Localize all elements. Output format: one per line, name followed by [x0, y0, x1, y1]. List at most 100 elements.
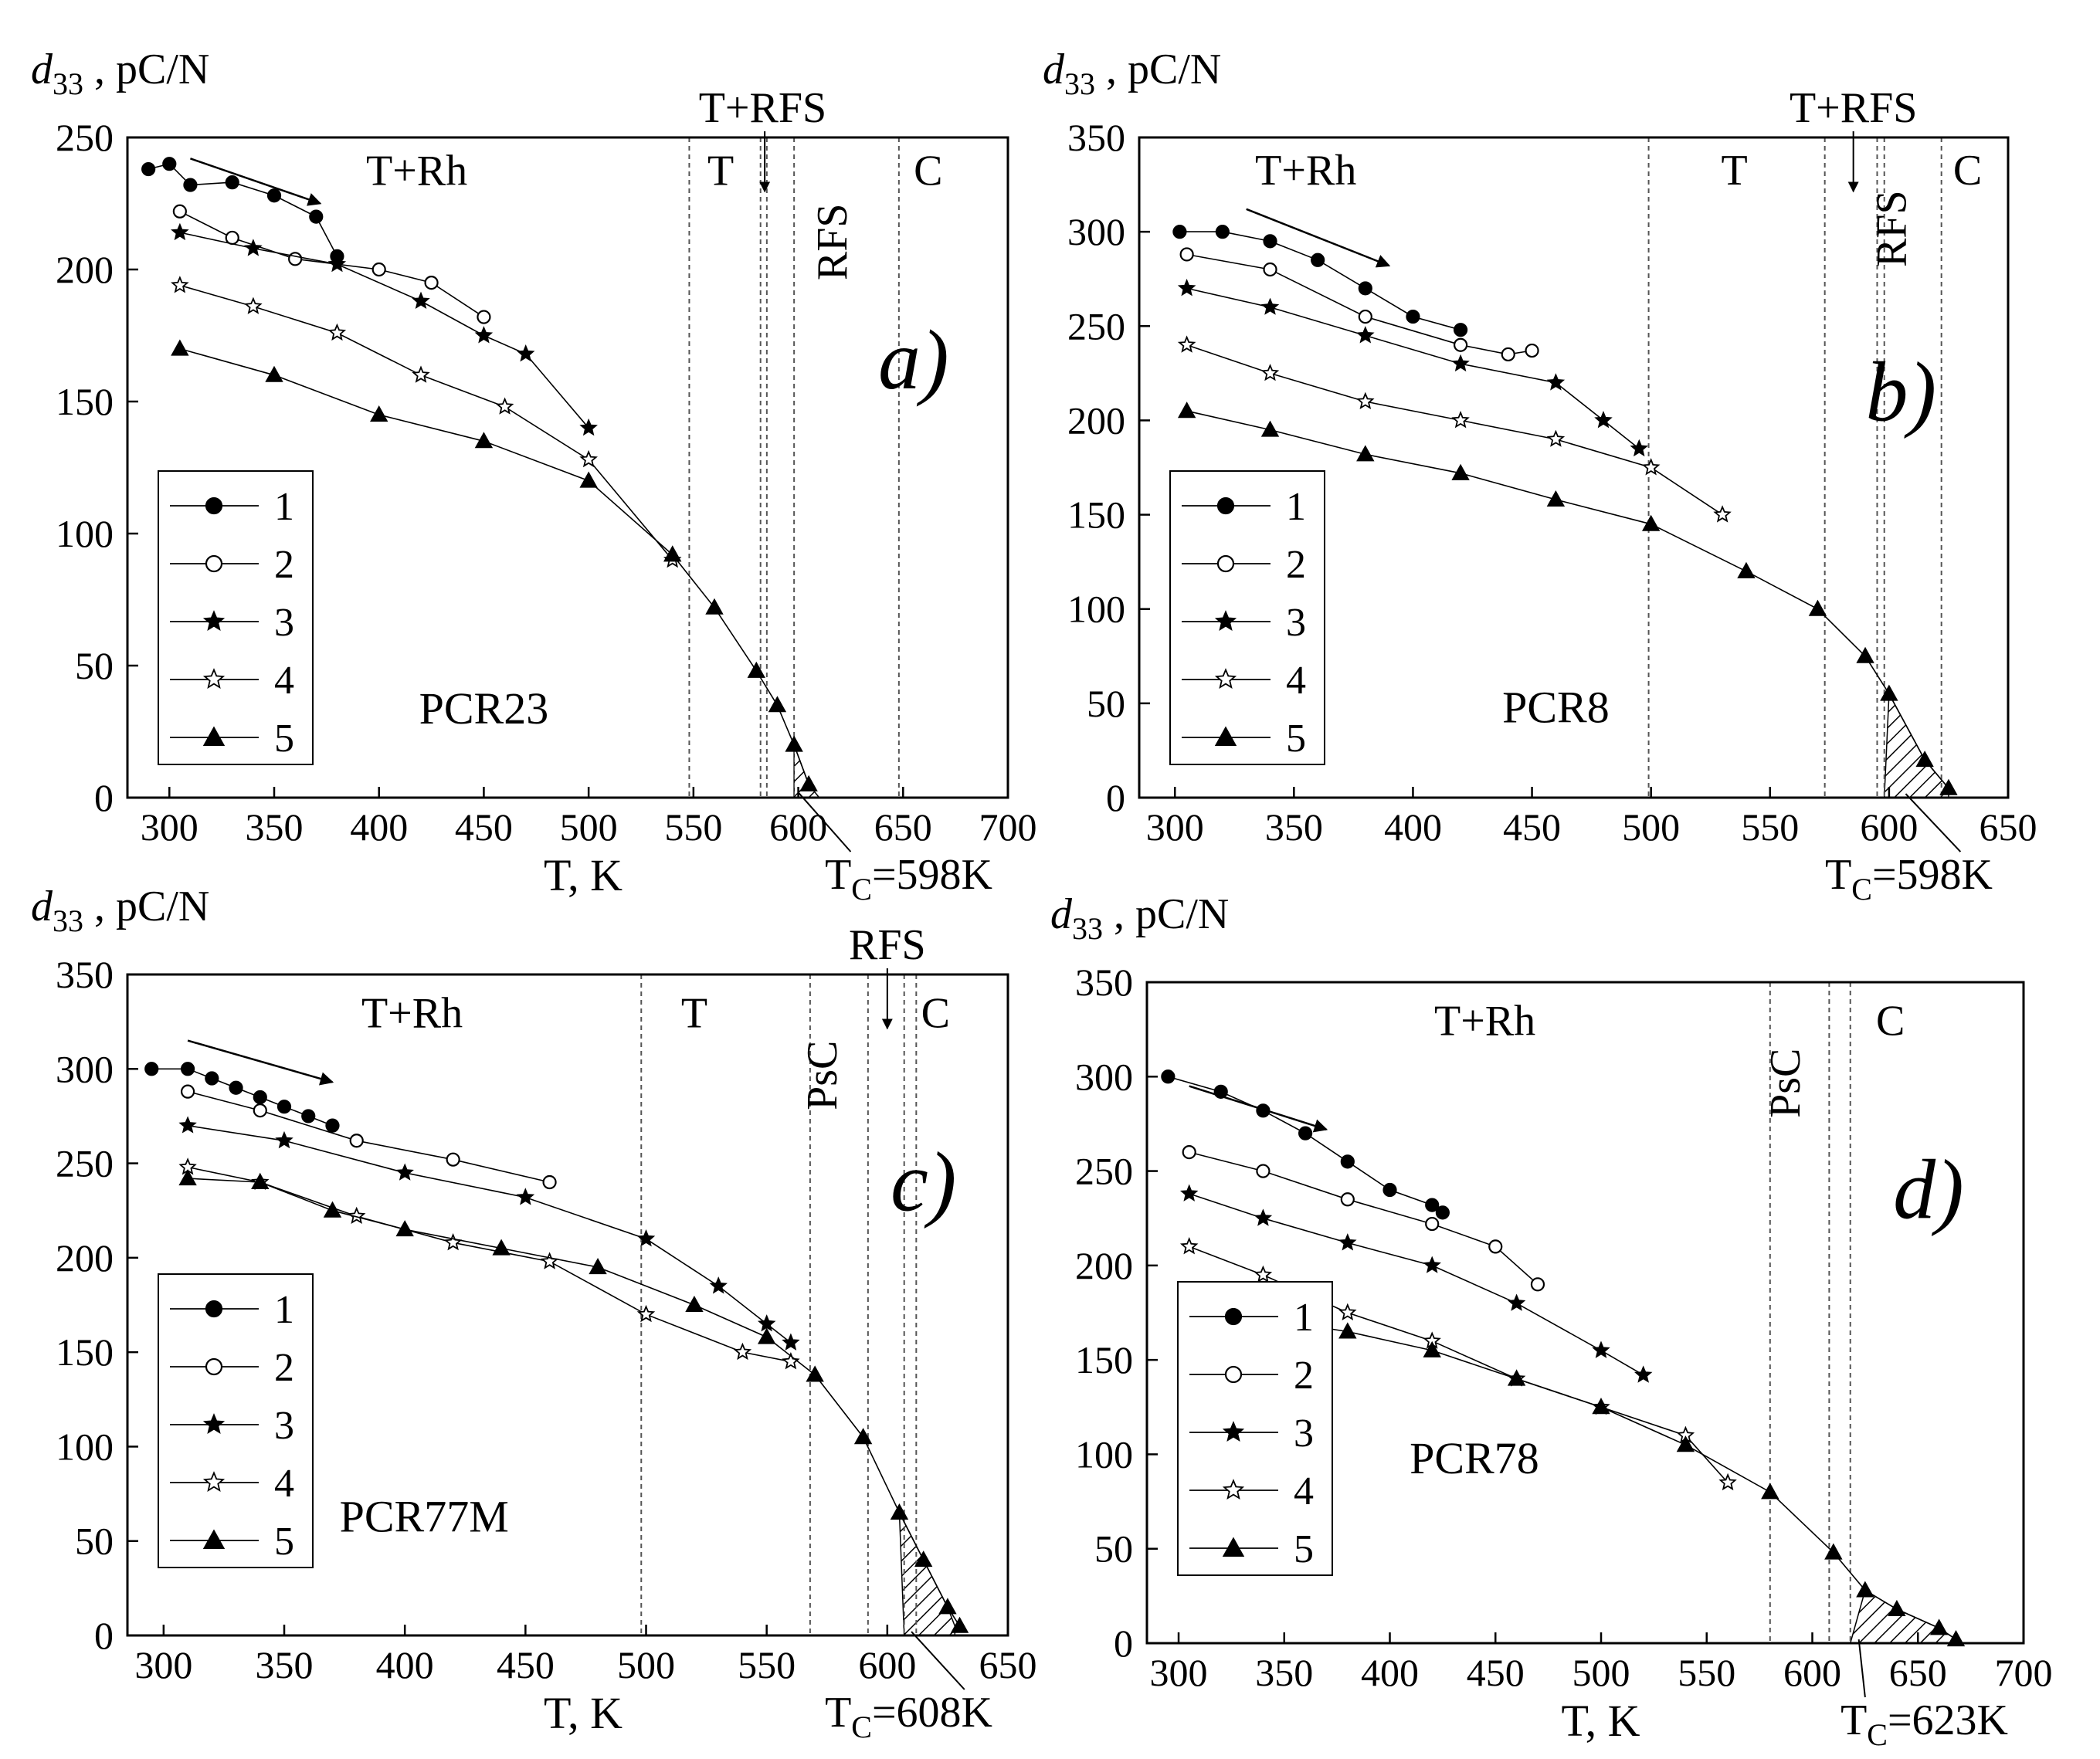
series-4-point [1179, 1237, 1199, 1255]
x-tick-label: 400 [350, 805, 408, 849]
series-3-point [1260, 297, 1280, 315]
series-3-point [1177, 279, 1196, 297]
series-5-point [1856, 1581, 1874, 1598]
x-tick-label: 300 [1146, 805, 1204, 849]
series-2-point [1263, 262, 1277, 277]
y-tick-label: 50 [1094, 1527, 1133, 1571]
y-axis-label: d33 , pC/N [31, 883, 209, 938]
series-5-point [1880, 684, 1898, 701]
series-5-point [950, 1616, 969, 1633]
legend-label: 5 [274, 717, 294, 761]
series-5-point [663, 545, 682, 562]
legend-marker [1216, 497, 1235, 515]
y-tick-label: 350 [1067, 116, 1125, 159]
series-1-point [1425, 1198, 1440, 1212]
series-2-point [371, 262, 386, 277]
trend-arrow [190, 158, 322, 206]
series-3-point [1254, 1208, 1273, 1226]
x-tick-label: 550 [738, 1643, 796, 1686]
series-1-point [301, 1109, 316, 1124]
series-2-point [1179, 247, 1194, 262]
series-1-point [1311, 252, 1325, 267]
series-4-point [1356, 391, 1375, 409]
legend-marker [205, 1300, 223, 1318]
series-3-point [516, 1188, 535, 1205]
x-tick-label: 500 [1572, 1651, 1630, 1694]
series-2-point [1530, 1277, 1545, 1292]
series-5-point [747, 661, 765, 678]
series-3-point [474, 326, 494, 344]
legend-marker [1224, 1307, 1243, 1326]
curie-temperature-label: TC=623K [1840, 1696, 2008, 1752]
y-tick-label: 350 [56, 953, 114, 996]
legend-marker [1214, 610, 1237, 632]
y-tick-label: 200 [1075, 1244, 1133, 1287]
legend-box [158, 470, 314, 765]
x-tick-label: 650 [874, 805, 932, 849]
series-2-point [1340, 1192, 1355, 1207]
series-4-point [1718, 1473, 1737, 1491]
series-2-point [1256, 1164, 1271, 1178]
series-5-point [685, 1295, 704, 1312]
series-2-point [542, 1174, 557, 1190]
region-label: T [707, 147, 734, 195]
x-tick-label: 500 [560, 805, 618, 849]
tc-pointer-line [1905, 793, 1962, 852]
panel-d: 300 350 400 450 500 550 600 650 700 0 50 100 150 200 2… [1050, 890, 2053, 1752]
plot-frame [126, 973, 1009, 1637]
series-5-point [1592, 1398, 1610, 1415]
y-tick-label: 300 [1075, 1055, 1133, 1098]
legend-label: 2 [1286, 543, 1306, 587]
y-tick-label: 200 [56, 1236, 114, 1279]
plot-frame [1138, 136, 2010, 799]
legend-marker [205, 1357, 223, 1376]
top-region-label: RFS [849, 921, 926, 969]
curie-temperature-label: TC=598K [1825, 851, 1993, 907]
y-axis-label: d33 , pC/N [31, 46, 209, 101]
legend-box [1177, 1281, 1333, 1576]
series-3-point [1592, 1340, 1610, 1358]
y-axis-label: d33 , pC/N [1043, 46, 1221, 101]
series-5-point [323, 1201, 342, 1218]
series-4-point [1177, 335, 1196, 353]
series-4-point [1546, 429, 1566, 447]
sample-name: PCR8 [1502, 682, 1610, 732]
series-1-point [1263, 234, 1277, 249]
x-tick-label: 300 [134, 1643, 192, 1686]
series-3-point [579, 418, 598, 436]
legend-box [158, 1273, 314, 1568]
series-3-point [1356, 326, 1375, 344]
sample-name: PCR77M [340, 1491, 509, 1541]
x-tick-label: 400 [1361, 1651, 1419, 1694]
series-5-point [1641, 514, 1661, 531]
legend-label: 5 [274, 1520, 294, 1564]
legend-marker [202, 1413, 226, 1435]
y-tick-label: 150 [56, 1330, 114, 1374]
region-label: T+Rh [366, 147, 467, 195]
y-tick-label: 150 [1067, 493, 1125, 537]
x-tick-label: 600 [769, 805, 827, 849]
series-4-point [1254, 1265, 1273, 1283]
series-4-point [1260, 364, 1280, 381]
series-2-line [1189, 1151, 1539, 1285]
series-5-point [1761, 1483, 1779, 1500]
series-5-point [1737, 561, 1756, 578]
series-5-point [1915, 751, 1934, 768]
legend-marker [205, 554, 223, 573]
x-tick-label: 500 [1622, 805, 1680, 849]
y-tick-label: 0 [1114, 1622, 1133, 1665]
series-2-point [349, 1134, 364, 1148]
series-2-line [1186, 253, 1532, 355]
y-tick-label: 0 [94, 776, 114, 819]
x-tick-label: 700 [1995, 1651, 2053, 1694]
series-2-point [225, 230, 239, 246]
region-label: C [914, 147, 942, 195]
trend-arrow [187, 1039, 334, 1086]
series-3-point [412, 291, 430, 309]
series-4-point [1338, 1303, 1357, 1320]
series-5-line [188, 1178, 961, 1627]
x-tick-label: 650 [979, 1643, 1037, 1686]
series-1-point [1340, 1154, 1355, 1169]
series-5-point [1451, 463, 1470, 480]
series-5-point [1177, 402, 1196, 419]
